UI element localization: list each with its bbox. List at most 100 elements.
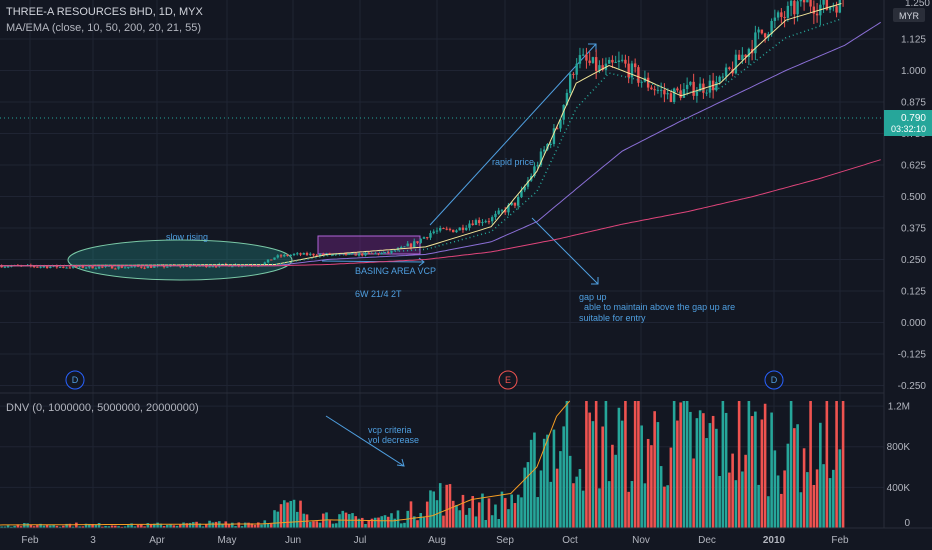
volume-bar [149, 523, 153, 528]
candle-body [793, 0, 796, 15]
candle-body [361, 253, 364, 256]
candle-body [81, 265, 85, 268]
earnings-marker[interactable] [498, 370, 518, 390]
gap-up-arrow[interactable] [531, 217, 599, 285]
volume-bar [464, 514, 468, 528]
volume-bar [302, 513, 306, 528]
time-tick-labels: Feb 3 Apr May Jun Jul Aug Sep Oct Nov Dec 2010 Feb [21, 535, 849, 546]
candle-body [426, 237, 429, 239]
slow-rising-ellipse[interactable] [67, 239, 293, 281]
volume-bar [279, 504, 283, 528]
volume-bar [266, 523, 270, 528]
time-tick-label: Dec [698, 535, 716, 546]
volume-bar [705, 438, 708, 528]
time-tick-label: Feb [831, 535, 849, 546]
ma-ema-legend[interactable]: MA/EMA (close, 10, 50, 200, 20, 21, 55) [6, 22, 202, 34]
volume-bar [500, 491, 504, 528]
candle-body [188, 265, 192, 267]
volume-tick-label: 1.2M [888, 402, 910, 413]
volume-bar [776, 475, 780, 528]
volume-bar [88, 523, 91, 528]
volume-bar [386, 516, 390, 528]
candle-body [640, 81, 643, 83]
volume-bar [828, 478, 832, 528]
candle-body [611, 59, 614, 63]
candle-body [780, 12, 783, 17]
candle-body [439, 228, 442, 231]
volume-bar [182, 522, 185, 528]
volume-bar [721, 401, 725, 528]
candle-body [614, 61, 617, 63]
dividend-marker-2[interactable] [764, 370, 784, 390]
candle-body [533, 166, 536, 177]
time-axis[interactable]: Feb 3 Apr May Jun Jul Aug Sep Oct Nov Dec 2010 Feb [0, 527, 932, 550]
price-axis[interactable]: 1.1251.0000.8750.7500.6250.5000.3750.250… [883, 0, 932, 550]
candle-body [747, 48, 751, 57]
candle-body [422, 237, 426, 239]
candle-body [536, 165, 539, 167]
volume-bar [162, 526, 166, 528]
volume-bar [448, 484, 452, 528]
candle-body [413, 241, 416, 248]
volume-bar [533, 432, 536, 528]
volume-bar [796, 424, 799, 528]
volume-bar [653, 411, 656, 528]
volume-bar [799, 492, 803, 528]
volume-bar [734, 480, 738, 528]
volume-bar [461, 494, 465, 528]
dnv-legend[interactable]: DNV (0, 1000000, 5000000, 20000000) [6, 402, 199, 414]
basing-area-label: BASING AREA VCP [355, 266, 436, 276]
candle-body [646, 77, 650, 88]
volume-bar [458, 510, 462, 528]
candle-body [786, 5, 790, 18]
price-tick-label: 1.000 [901, 66, 926, 77]
basing-area-arrow[interactable] [321, 260, 425, 263]
volume-bar [221, 523, 224, 528]
volume-bar [484, 520, 488, 528]
candle-body [468, 223, 471, 228]
volume-bar [347, 514, 351, 528]
volume-bar [585, 401, 588, 528]
slow-rising-label: slow rising [166, 232, 208, 242]
price-tick-label: 0.125 [901, 286, 926, 297]
volume-bar [282, 500, 286, 528]
volume-bar [26, 523, 29, 528]
volume-bar [81, 526, 85, 528]
candle-body [481, 222, 484, 224]
rapid-price-arrow[interactable] [429, 43, 597, 226]
volume-bar [42, 525, 46, 528]
volume-bar [360, 517, 364, 528]
candle-body [757, 29, 760, 33]
candle-body [231, 266, 234, 268]
volume-bar [308, 521, 312, 528]
volume-bar [685, 401, 689, 528]
volume-bar [624, 401, 627, 528]
vcp-arrow[interactable] [325, 415, 405, 467]
candle-body [377, 253, 380, 255]
candle-body [36, 266, 39, 268]
time-tick-label: 2010 [763, 535, 786, 546]
volume-bar [123, 526, 127, 528]
volume-bar [156, 522, 159, 528]
volume-bar [728, 472, 731, 528]
volume-bar [581, 490, 585, 528]
volume-bar [780, 493, 783, 528]
candle-body [120, 266, 124, 268]
volume-bar [393, 518, 397, 528]
currency-badge[interactable] [893, 8, 925, 22]
candle-body [71, 265, 75, 268]
candle-body [487, 221, 491, 223]
volume-bar [75, 522, 78, 528]
dividend-marker-1[interactable] [65, 370, 85, 390]
candle-body [832, 6, 835, 8]
volume-bar [425, 501, 429, 528]
volume-bar [516, 494, 520, 528]
volume-bar [39, 523, 42, 528]
candle-body [828, 6, 832, 10]
candle-body [789, 0, 793, 6]
candle-body [448, 228, 452, 230]
volume-bar [380, 516, 384, 528]
candle-body [387, 252, 390, 254]
symbol-title[interactable]: THREE-A RESOURCES BHD, 1D, MYX [6, 6, 203, 18]
